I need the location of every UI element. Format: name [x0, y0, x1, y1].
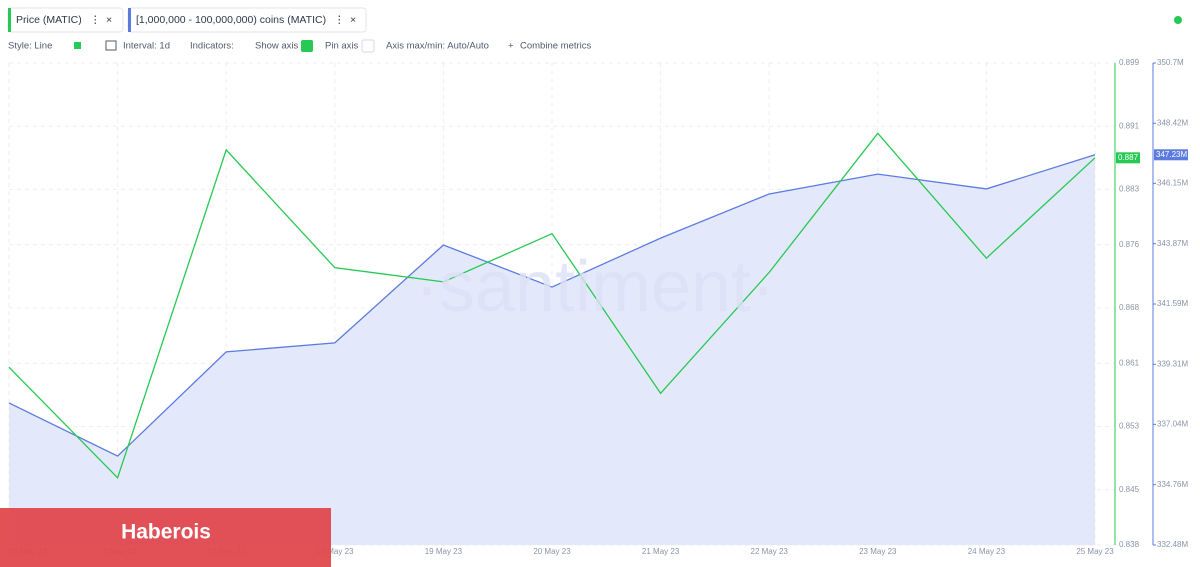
checkbox-checked[interactable]	[301, 40, 313, 52]
x-tick-label: 20 May 23	[533, 547, 571, 556]
area	[9, 154, 1095, 545]
status-dot	[1174, 16, 1182, 24]
tab-close[interactable]: ×	[350, 14, 356, 26]
y-tick-label: 0.845	[1119, 485, 1140, 494]
style-select[interactable]: Style: Line	[8, 41, 52, 52]
y2-tick-label: 334.76M	[1157, 480, 1188, 489]
last-value-tag	[1116, 152, 1140, 164]
y-tick-label: 0.853	[1119, 422, 1140, 431]
tab-close[interactable]: ×	[106, 14, 112, 26]
y2-tick-label: 350.7M	[1157, 58, 1184, 67]
y2-tick-label: 346.15M	[1157, 178, 1188, 187]
y2-tick-label: 332.48M	[1157, 540, 1188, 549]
combine-metrics[interactable]: +	[508, 41, 514, 52]
y-tick-label: 0.883	[1119, 185, 1140, 194]
axis-minmax[interactable]: Axis max/min: Auto/Auto	[386, 41, 489, 52]
watermark: ·santiment·	[415, 247, 775, 327]
combine-metrics[interactable]: Combine metrics	[520, 41, 592, 52]
x-tick-label: 19 May 23	[425, 547, 463, 556]
interval-select[interactable]: Interval: 1d	[123, 41, 170, 52]
y2-tick-label: 337.04M	[1157, 419, 1188, 428]
y2-tick-label: 341.59M	[1157, 299, 1188, 308]
calendar-icon	[105, 40, 117, 51]
last-value-label: 347.23M	[1156, 150, 1187, 159]
tab-menu[interactable]: ⋮	[334, 14, 345, 26]
show-axis[interactable]: Show axis	[255, 41, 299, 52]
x-tick-label: 24 May 23	[968, 547, 1006, 556]
y-tick-label: 0.868	[1119, 303, 1140, 312]
x-tick-label: 21 May 23	[642, 547, 680, 556]
banner-text: Haberois	[121, 521, 211, 544]
tab-label: [1,000,000 - 100,000,000) coins (MATIC)	[136, 14, 326, 26]
y2-tick-label: 343.87M	[1157, 239, 1188, 248]
y2-tick-label: 339.31M	[1157, 359, 1188, 368]
y-tick-label: 0.861	[1119, 358, 1140, 367]
y-tick-label: 0.899	[1119, 58, 1140, 67]
color-select[interactable]	[74, 42, 81, 49]
checkbox[interactable]	[361, 39, 375, 53]
x-tick-label: 22 May 23	[751, 547, 789, 556]
banner	[0, 508, 331, 567]
pin-axis[interactable]: Pin axis	[325, 41, 359, 52]
y2-tick-label: 348.42M	[1157, 118, 1188, 127]
last-value-label: 0.887	[1118, 153, 1139, 162]
tab-menu[interactable]: ⋮	[90, 14, 101, 26]
x-tick-label: 25 May 23	[1076, 547, 1114, 556]
tab-color	[128, 8, 131, 32]
x-tick-label: 18 May 23	[316, 547, 354, 556]
x-tick-label: 23 May 23	[859, 547, 897, 556]
y-tick-label: 0.876	[1119, 240, 1140, 249]
last-value-tag	[1154, 149, 1188, 161]
tab-label: Price (MATIC)	[16, 14, 82, 26]
line	[8, 132, 1096, 480]
y-tick-label: 0.838	[1119, 540, 1140, 549]
indicators-select[interactable]: Indicators:	[190, 41, 234, 52]
tab-color	[8, 8, 11, 32]
y-tick-label: 0.891	[1119, 121, 1140, 130]
line	[8, 154, 1096, 457]
